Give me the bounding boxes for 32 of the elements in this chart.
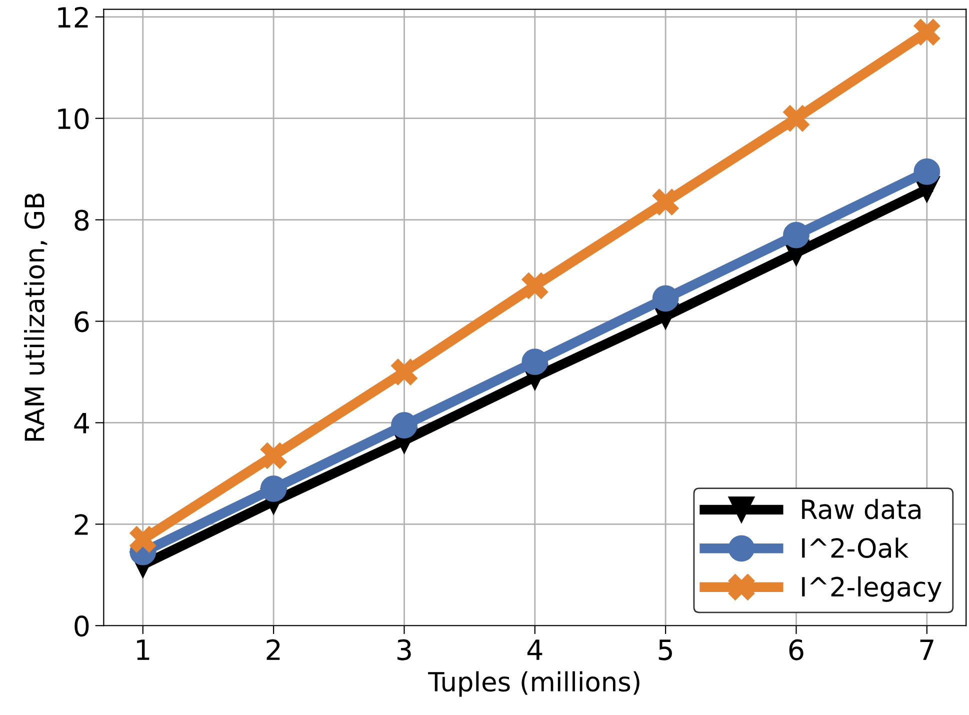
x-tick-label: 3 (398, 639, 411, 660)
y-tick-label: 10 (58, 108, 89, 130)
x-tick-label: 1 (137, 640, 150, 660)
point (391, 412, 418, 438)
point (914, 158, 940, 185)
point (260, 442, 287, 469)
point (783, 105, 810, 132)
x-tick-label: 6 (789, 639, 804, 660)
point (391, 358, 418, 386)
y-tick-label: 8 (74, 210, 89, 231)
point (522, 272, 548, 299)
y-tick-label: 6 (74, 311, 89, 332)
legend-label: I^2-legacy (802, 576, 942, 602)
y-tick-label: 0 (74, 616, 89, 637)
legend-label: Raw data (802, 498, 920, 520)
y-axis-title: RAM utilization, GB (24, 194, 48, 441)
legend-label: I^2-Oak (802, 538, 909, 558)
y-tick-label: 4 (74, 413, 89, 434)
x-tick-label: 5 (658, 640, 672, 660)
point (130, 526, 156, 553)
point (914, 18, 940, 46)
y-tick-label: 2 (74, 514, 88, 535)
point (522, 348, 548, 376)
x-tick-label: 4 (527, 640, 542, 660)
x-axis-title: Tuples (millions) (428, 671, 640, 697)
point (652, 285, 679, 312)
point (260, 475, 287, 502)
x-tick-label: 2 (266, 639, 280, 660)
y-tick-label: 12 (58, 6, 88, 28)
point (652, 188, 679, 216)
x-tick-label: 7 (920, 640, 934, 660)
point (783, 222, 810, 248)
